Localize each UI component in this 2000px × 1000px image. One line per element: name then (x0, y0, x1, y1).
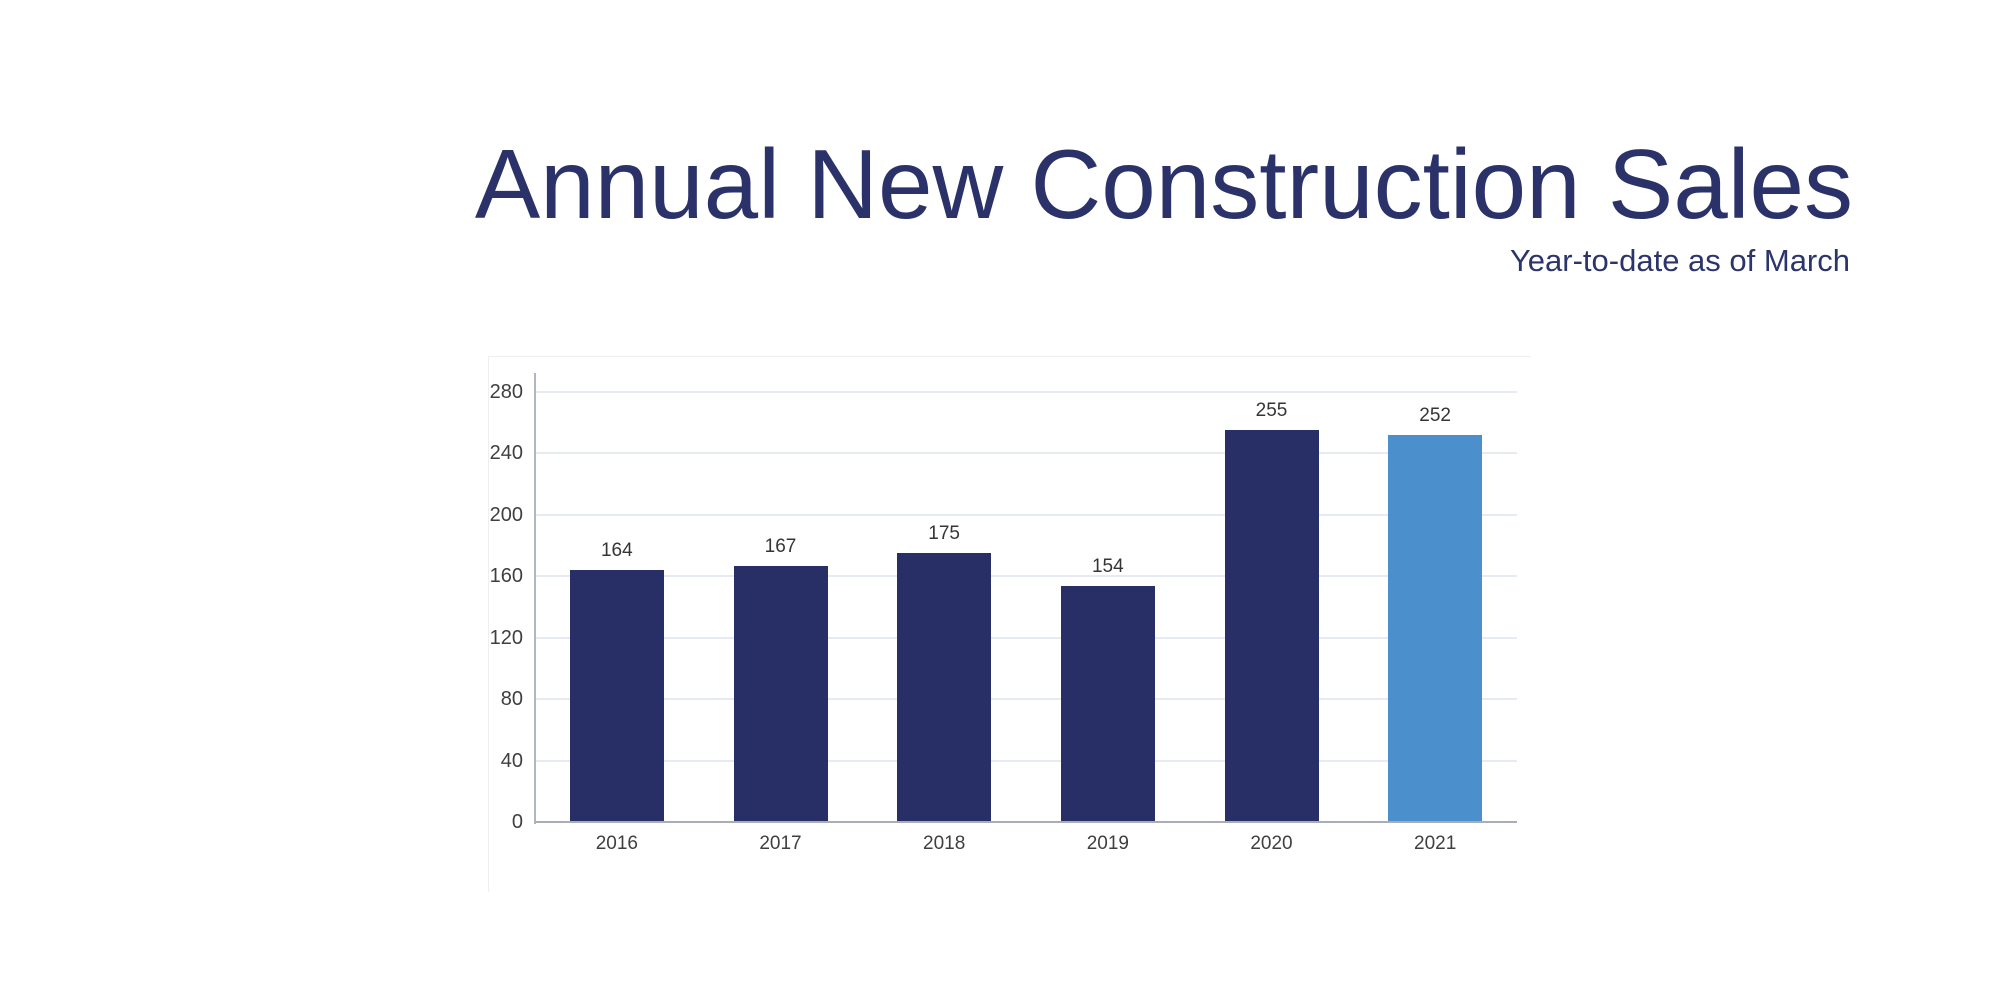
y-tick-label-0: 0 (511, 811, 523, 833)
bar-value-label-2021: 252 (1419, 405, 1451, 426)
bar-2021 (1388, 435, 1483, 822)
gridline-200 (535, 513, 1517, 516)
bar-2018 (897, 553, 992, 822)
x-tick-label-2018: 2018 (923, 833, 966, 854)
gridline-160 (535, 575, 1517, 578)
bar-2016 (569, 570, 664, 822)
gridline-120 (535, 636, 1517, 639)
y-tick-label-200: 200 (489, 503, 523, 526)
y-tick-label-160: 160 (489, 565, 523, 588)
x-tick-label-2021: 2021 (1414, 833, 1457, 854)
chart-title: Annual New Construction Sales (474, 129, 1853, 239)
x-tick-label-2016: 2016 (595, 833, 638, 854)
x-tick-label-2019: 2019 (1086, 833, 1129, 854)
y-tick-label-80: 80 (500, 688, 523, 711)
y-axis-line (534, 373, 536, 824)
bar-value-label-2019: 154 (1091, 555, 1124, 577)
chart-subtitle: Year-to-date as of March (1509, 243, 1850, 278)
y-tick-label-240: 240 (489, 442, 523, 465)
bar-2019 (1060, 585, 1155, 822)
bar-2020 (1224, 430, 1319, 822)
y-tick-label-120: 120 (489, 626, 523, 649)
bar-2017 (733, 565, 828, 822)
gridline-240 (535, 452, 1517, 455)
gridline-280 (535, 391, 1517, 393)
bar-value-label-2016: 164 (600, 540, 633, 562)
bar-value-label-2017: 167 (764, 535, 797, 557)
x-axis-line (535, 821, 1517, 823)
x-tick-label-2017: 2017 (759, 833, 802, 854)
gridline-40 (535, 759, 1517, 762)
gridline-80 (535, 698, 1517, 701)
y-tick-label-280: 280 (489, 381, 523, 403)
x-tick-label-2020: 2020 (1250, 833, 1293, 854)
y-tick-label-40: 40 (500, 749, 523, 772)
bar-value-label-2020: 255 (1255, 400, 1288, 422)
bar-value-label-2018: 175 (928, 523, 960, 545)
